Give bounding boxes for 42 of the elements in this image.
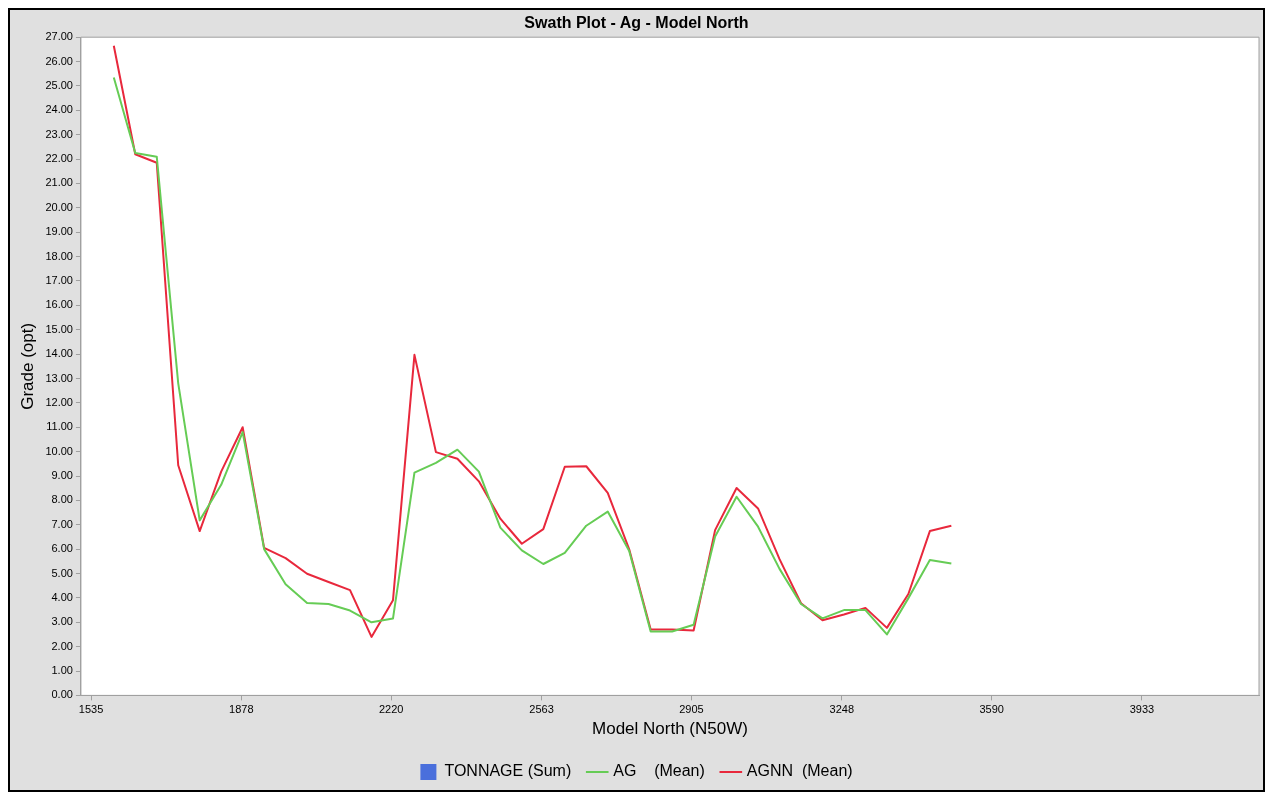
y-tick-label: 14.00 <box>45 347 73 360</box>
y-tick-label: 16.00 <box>45 298 73 311</box>
y-axis-title: Grade (opt) <box>17 322 37 410</box>
x-tick-label: 3933 <box>1129 703 1155 716</box>
y-tick-label: 0.00 <box>51 688 73 701</box>
y-tick-label: 3.00 <box>51 615 73 628</box>
y-tick-label: 10.00 <box>45 444 73 457</box>
legend-label: AG (Mean) <box>613 762 705 780</box>
x-tick-label: 2563 <box>529 703 554 716</box>
y-tick-label: 13.00 <box>45 371 73 384</box>
y-tick-label: 6.00 <box>51 542 73 555</box>
x-tick-label: 1535 <box>78 703 104 716</box>
x-tick-label: 2905 <box>679 703 704 716</box>
x-tick-label: 2220 <box>378 703 404 716</box>
chart-title: Swath Plot - Ag - Model North <box>524 14 749 32</box>
y-tick-label: 22.00 <box>45 152 73 165</box>
y-tick-label: 1.00 <box>51 664 73 677</box>
y-tick-label: 4.00 <box>51 590 73 603</box>
y-tick-label: 11.00 <box>46 420 73 433</box>
y-tick-label: 12.00 <box>45 395 73 408</box>
y-tick-label: 8.00 <box>51 493 73 506</box>
y-tick-label: 19.00 <box>45 225 73 238</box>
y-tick-label: 25.00 <box>45 78 73 91</box>
legend-label: AGNN (Mean) <box>746 762 853 780</box>
x-tick-label: 3248 <box>829 703 855 716</box>
x-axis-title: Model North (N50W) <box>592 719 748 739</box>
y-tick-label: 18.00 <box>45 249 73 262</box>
x-tick-label: 1878 <box>229 703 254 716</box>
x-tick-label: 3590 <box>979 703 1004 716</box>
y-tick-label: 7.00 <box>51 517 73 530</box>
y-tick-label: 9.00 <box>51 469 73 482</box>
y-tick-label: 15.00 <box>45 322 73 335</box>
y-tick-label: 24.00 <box>45 103 73 116</box>
y-tick-label: 27.00 <box>45 30 73 43</box>
y-tick-label: 23.00 <box>45 127 73 140</box>
y-tick-label: 20.00 <box>45 200 73 213</box>
y-tick-label: 26.00 <box>45 54 73 67</box>
y-tick-label: 2.00 <box>51 639 73 652</box>
y-tick-label: 17.00 <box>45 274 73 287</box>
y-tick-label: 5.00 <box>51 566 73 579</box>
legend-label: TONNAGE (Sum) <box>444 762 572 780</box>
y-tick-label: 21.00 <box>45 176 73 189</box>
